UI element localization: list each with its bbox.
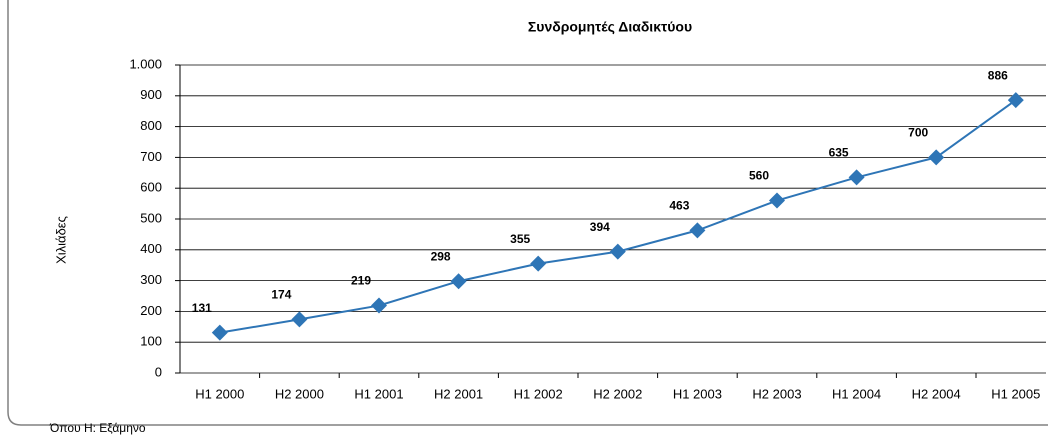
y-tick-label: 300 xyxy=(140,272,162,287)
y-tick-label: 600 xyxy=(140,180,162,195)
y-tick-label: 900 xyxy=(140,87,162,102)
chart-title: Συνδρομητές Διαδικτύου xyxy=(528,19,692,35)
marker xyxy=(211,324,228,341)
x-tick-label: H2 2004 xyxy=(912,386,961,401)
series-line xyxy=(219,99,1017,334)
y-tick-label: 0 xyxy=(155,364,162,379)
x-tick-label: H1 2003 xyxy=(673,386,722,401)
marker xyxy=(371,297,387,314)
x-tick-label: H2 2003 xyxy=(752,386,801,401)
y-tick-label: 800 xyxy=(140,118,162,133)
x-tick-label: H2 2001 xyxy=(434,386,483,401)
x-tick-label: H1 2004 xyxy=(832,386,881,401)
y-tick-label: 200 xyxy=(140,303,162,318)
marker xyxy=(848,169,865,186)
x-tick-label: H2 2000 xyxy=(275,386,324,401)
frame xyxy=(7,0,1048,426)
data-label: 219 xyxy=(351,274,371,288)
y-tick-label: 400 xyxy=(140,241,162,256)
data-label: 298 xyxy=(431,249,451,263)
data-label: 560 xyxy=(749,169,769,183)
x-tick-label: H1 2002 xyxy=(514,386,563,401)
marker xyxy=(530,255,547,272)
marker xyxy=(689,222,706,239)
y-axis-label: Χιλιάδες xyxy=(53,216,68,264)
y-tick-label: 1.000 xyxy=(129,56,162,71)
y-tick-label: 500 xyxy=(140,210,162,225)
x-tick-label: H1 2005 xyxy=(991,386,1040,401)
x-tick-label: H1 2001 xyxy=(354,386,403,401)
x-tick-label: H2 2002 xyxy=(593,386,642,401)
y-tick-label: 700 xyxy=(140,149,162,164)
data-label: 174 xyxy=(271,288,291,302)
marker xyxy=(1007,92,1024,109)
data-label: 886 xyxy=(988,68,1008,82)
data-label: 355 xyxy=(510,232,530,246)
y-tick-label: 100 xyxy=(140,334,162,349)
data-label: 394 xyxy=(590,220,610,234)
footnote: Όπου Η: Εξάμηνο xyxy=(49,421,146,435)
data-label: 635 xyxy=(829,146,849,160)
marker xyxy=(609,243,626,260)
marker xyxy=(291,311,308,328)
data-label: 131 xyxy=(192,301,212,315)
marker xyxy=(928,149,945,166)
data-label: 700 xyxy=(908,126,928,140)
marker xyxy=(769,192,785,209)
data-label: 463 xyxy=(669,199,689,213)
x-tick-label: H1 2000 xyxy=(195,386,244,401)
marker xyxy=(450,273,467,290)
